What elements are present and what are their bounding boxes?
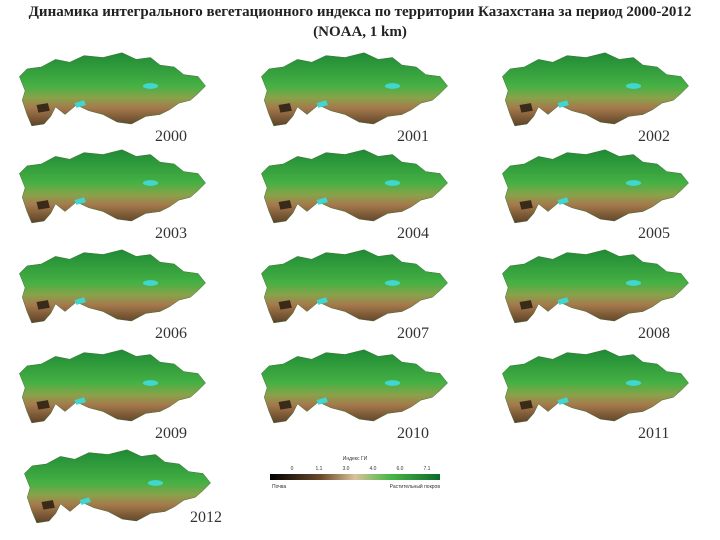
- legend-tick: 0: [291, 466, 294, 472]
- legend-tick: 4.0: [370, 466, 377, 472]
- map: [260, 52, 449, 127]
- year-label: 2009: [155, 425, 187, 442]
- legend-tick: 6.0: [397, 466, 404, 472]
- map: [260, 349, 449, 424]
- legend-bar: [270, 474, 440, 480]
- map: [260, 249, 449, 324]
- legend-title: Индекс ГИ: [343, 456, 368, 462]
- year-label: 2006: [155, 325, 187, 342]
- panels: 2000 2001 2002 2003 2004 2005 2006 2007 2008 2009…: [18, 52, 690, 526]
- year-label: 2003: [155, 225, 187, 242]
- legend-tick: 1.1: [316, 466, 323, 472]
- map: [18, 52, 207, 127]
- map: [501, 149, 690, 224]
- map: [23, 449, 212, 524]
- year-label: 2007: [397, 325, 429, 342]
- map: [260, 149, 449, 224]
- map: [18, 349, 207, 424]
- legend: Индекс ГИ Почва Растительный покров 0 1.1…: [270, 456, 440, 490]
- legend-tick: 3.0: [343, 466, 350, 472]
- year-label: 2005: [638, 225, 670, 242]
- year-label: 2008: [638, 325, 670, 342]
- year-label: 2011: [638, 425, 669, 442]
- map: [501, 249, 690, 324]
- legend-low: Почва: [272, 484, 286, 490]
- map: [501, 349, 690, 424]
- year-label: 2000: [155, 128, 187, 145]
- year-label: 2010: [397, 425, 429, 442]
- map: [18, 249, 207, 324]
- title: Динамика интегрального вегетационного ин…: [28, 4, 692, 40]
- year-label: 2012: [190, 509, 222, 526]
- legend-tick: 7.1: [424, 466, 431, 472]
- year-label: 2001: [397, 128, 429, 145]
- map: [18, 149, 207, 224]
- map: [501, 52, 690, 127]
- legend-high: Растительный покров: [390, 483, 441, 490]
- year-label: 2004: [397, 225, 429, 242]
- year-label: 2002: [638, 128, 670, 145]
